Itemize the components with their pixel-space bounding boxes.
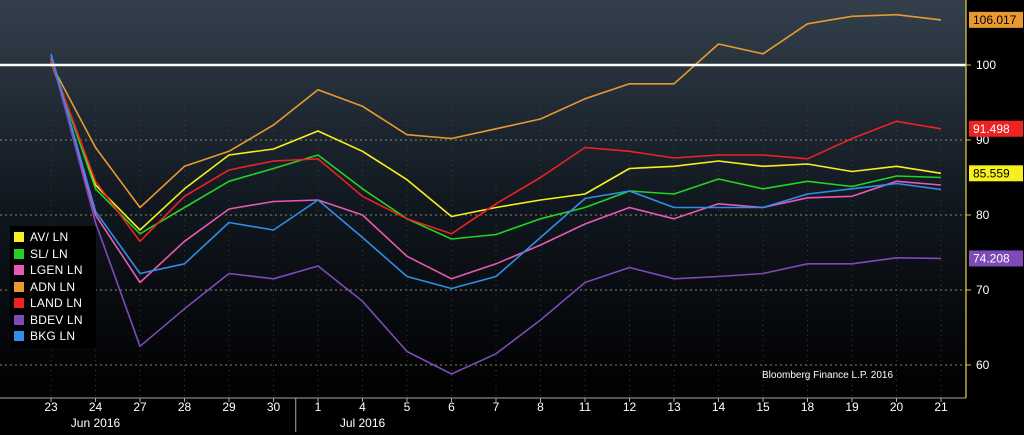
x-tick-label: 28 <box>178 400 192 414</box>
x-tick-label: 15 <box>756 400 770 414</box>
x-tick-label: 4 <box>359 400 366 414</box>
end-value-label-box <box>969 165 1023 182</box>
plot-background <box>0 0 966 398</box>
legend-label: LAND LN <box>30 296 83 311</box>
end-value-label: 74.208 <box>973 251 1010 265</box>
x-tick-label: 21 <box>934 400 948 414</box>
legend-label: SL/ LN <box>30 246 68 261</box>
legend: AV/ LN SL/ LN LGEN LN ADN LN LAND LN BDEV LN B… <box>10 226 96 348</box>
x-tick-label: 18 <box>801 400 815 414</box>
credit-text: Bloomberg Finance L.P. 2016 <box>762 370 894 381</box>
x-tick-label: 20 <box>890 400 904 414</box>
x-tick-label: 8 <box>537 400 544 414</box>
month-label: Jul 2016 <box>340 416 386 430</box>
x-tick-label: 13 <box>667 400 681 414</box>
series-line <box>50 55 942 375</box>
x-tick-label: 29 <box>222 400 236 414</box>
y-tick-label: 60 <box>976 358 990 372</box>
legend-swatch <box>14 265 24 276</box>
series-line <box>50 61 942 231</box>
x-axis: 23 24 27 28 29 30 1 4 5 6 7 8 11 12 13 14 15 18 19 20 21Jun … <box>0 397 966 432</box>
legend-item: SL/ LN <box>14 246 92 263</box>
end-value-label-box <box>969 11 1023 28</box>
grid <box>0 0 966 398</box>
legend-swatch <box>14 314 24 325</box>
legend-swatch <box>14 281 24 292</box>
x-tick-label: 7 <box>493 400 500 414</box>
x-tick-label: 1 <box>315 400 322 414</box>
legend-item: BDEV LN <box>14 312 92 329</box>
y-tick-label: 70 <box>976 283 990 297</box>
series-line <box>50 53 942 290</box>
end-value-label-box <box>969 250 1023 267</box>
end-value-label: 85.559 <box>973 166 1010 180</box>
legend-item: BKG LN <box>14 328 92 345</box>
y-tick-label: 80 <box>976 208 990 222</box>
end-value-label: 91.498 <box>973 122 1010 136</box>
end-value-label-box <box>969 120 1023 137</box>
end-value-labels: 106.017 91.498 85.559 74.208 <box>969 11 1023 267</box>
series-layer <box>0 13 966 375</box>
x-tick-label: 19 <box>845 400 859 414</box>
legend-item: LGEN LN <box>14 262 92 279</box>
legend-label: BDEV LN <box>30 312 83 327</box>
legend-label: BKG LN <box>30 329 76 344</box>
x-tick-label: 12 <box>623 400 637 414</box>
x-tick-label: 23 <box>44 400 58 414</box>
legend-item: AV/ LN <box>14 229 92 246</box>
y-tick-label: 100 <box>976 58 996 72</box>
x-tick-label: 14 <box>712 400 726 414</box>
legend-item: ADN LN <box>14 279 92 296</box>
x-tick-label: 5 <box>404 400 411 414</box>
end-value-label: 106.017 <box>973 13 1017 27</box>
series-line <box>50 58 942 240</box>
series-line <box>50 13 942 209</box>
series-line <box>50 57 942 284</box>
legend-swatch <box>14 248 24 259</box>
legend-swatch <box>14 232 24 243</box>
legend-label: LGEN LN <box>30 263 83 278</box>
x-tick-label: 11 <box>579 400 592 414</box>
legend-item: LAND LN <box>14 295 92 312</box>
legend-label: ADN LN <box>30 279 76 294</box>
x-tick-label: 24 <box>89 400 103 414</box>
x-tick-label: 6 <box>448 400 455 414</box>
month-label: Jun 2016 <box>71 416 121 430</box>
series-line <box>50 61 942 243</box>
x-tick-label: 30 <box>267 400 281 414</box>
x-tick-label: 27 <box>133 400 147 414</box>
legend-label: AV/ LN <box>30 230 69 245</box>
legend-swatch <box>14 331 24 342</box>
legend-swatch <box>14 298 24 309</box>
